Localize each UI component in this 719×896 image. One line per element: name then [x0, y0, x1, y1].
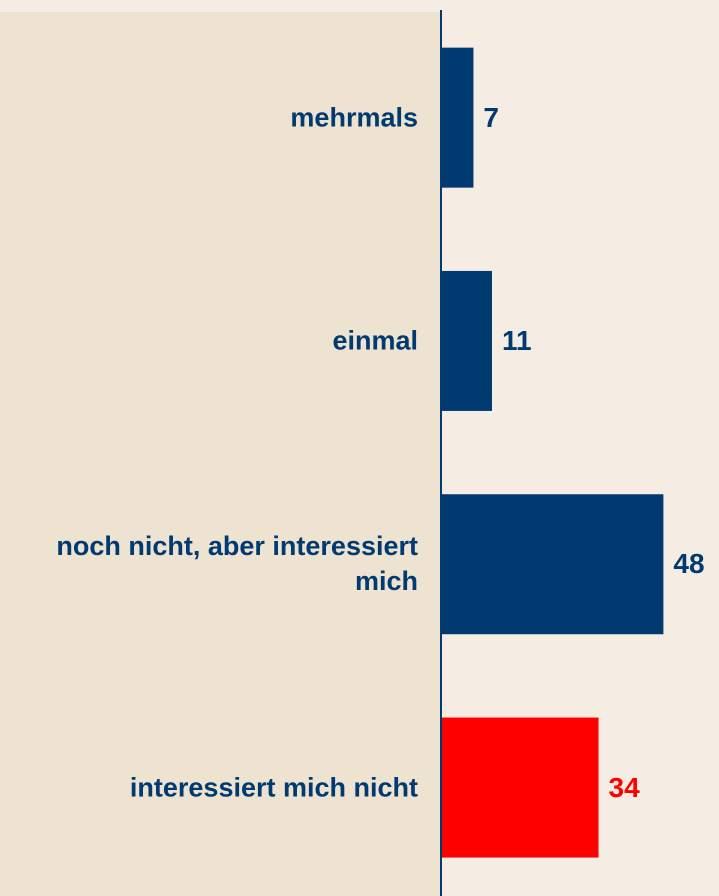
category-label: einmal	[332, 325, 418, 356]
value-label: 48	[673, 548, 705, 580]
value-label: 34	[608, 771, 640, 803]
label-panel	[0, 12, 441, 896]
bar	[441, 270, 492, 411]
bar	[441, 47, 474, 188]
value-label: 11	[501, 324, 532, 356]
category-label: noch nicht, aber interessiert mich	[56, 531, 418, 597]
category-label: mehrmals	[290, 102, 418, 133]
bar	[441, 717, 599, 858]
bar	[441, 494, 664, 635]
category-label: interessiert mich nicht	[129, 772, 418, 803]
value-label: 7	[483, 101, 499, 133]
